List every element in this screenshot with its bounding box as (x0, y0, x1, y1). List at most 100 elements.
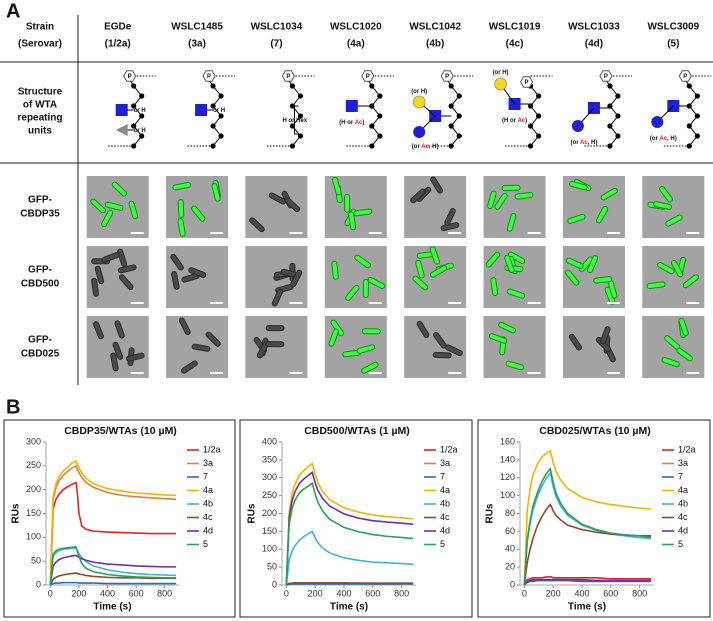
row-label: of WTA (23, 100, 57, 111)
bacterium (249, 217, 265, 233)
bacterium (128, 200, 139, 220)
x-tick-label: 400 (574, 588, 589, 598)
backbone-dot (527, 103, 534, 109)
chart-frame (477, 419, 711, 618)
note-part: Ac (580, 140, 588, 146)
backbone-dot (694, 133, 700, 139)
structure-note: or H (134, 128, 146, 134)
structure-note: (or H) (411, 89, 427, 95)
bacterium (344, 193, 351, 213)
micrograph-field (483, 316, 546, 378)
serovar: (3a) (188, 39, 206, 50)
bacterium (412, 275, 429, 291)
y-tick-label: 300 (262, 472, 277, 482)
strain-name: WSLC1485 (171, 22, 223, 33)
legend-label: 4d (203, 525, 213, 535)
structure-note: or H (213, 108, 225, 114)
bacterium (180, 360, 198, 374)
bacterium (410, 188, 426, 204)
y-tick-label: 250 (262, 490, 277, 500)
note-part: or H (134, 108, 146, 114)
sensorgram-line (285, 530, 414, 586)
note-part: Ac (421, 144, 429, 150)
bacterium (170, 253, 184, 271)
note-part: Ac (355, 120, 363, 126)
strain-name: WSLC1020 (330, 22, 382, 33)
micrograph-field (404, 316, 467, 378)
micrograph (324, 246, 387, 308)
chart: CBDP35/WTAs (10 µM) 0 50 100 150 200 250 300 0 20… (3, 419, 236, 618)
bacterium (494, 192, 508, 210)
sensorgram-line (285, 481, 414, 586)
bacterium (191, 343, 211, 352)
bacterium (485, 251, 501, 268)
bacterium (587, 255, 599, 274)
note-part: , H) (429, 144, 439, 150)
row-label: Structure (18, 87, 63, 98)
sensorgram-line (49, 581, 177, 586)
x-tick-label: 0 (48, 588, 53, 598)
bacterium (653, 201, 672, 210)
serovar: (4c) (506, 39, 524, 50)
note-part: P (604, 74, 608, 80)
strain-name: WSLC1019 (489, 22, 541, 33)
x-axis-label: Time (s) (330, 602, 368, 613)
bracket (293, 105, 299, 135)
bacterium (487, 190, 497, 210)
backbone-dot (377, 133, 383, 139)
bacterium (498, 321, 516, 334)
bacterium (661, 356, 680, 368)
x-tick-label: 800 (632, 588, 647, 598)
gal (412, 95, 426, 109)
sensorgram-line (523, 449, 652, 586)
backbone-dot (607, 103, 613, 109)
backbone-dot (694, 113, 700, 119)
note-part: ) (362, 120, 364, 126)
bacterium (416, 320, 430, 338)
note-part: P (128, 74, 132, 80)
bacterium (94, 265, 105, 285)
bacterium (600, 326, 611, 345)
legend-label: 4a (440, 485, 450, 495)
y-tick-label: 300 (26, 436, 41, 446)
backbone-dot (131, 103, 137, 109)
backbone-dot (210, 123, 216, 129)
backbone-dot (615, 113, 621, 119)
bacterium (348, 211, 357, 231)
bacterium (506, 213, 517, 232)
bacterium (188, 267, 207, 278)
bacterium (177, 199, 185, 219)
bacterium (118, 274, 134, 290)
bacterium (429, 265, 448, 278)
bacterium (361, 361, 379, 374)
bacterium (595, 206, 609, 224)
micrograph (562, 316, 625, 378)
header-label: (Serovar) (18, 39, 62, 50)
y-tick-label: 50 (267, 562, 277, 572)
phosphate (599, 70, 613, 82)
y-tick-label: 150 (26, 508, 41, 518)
bacterium (488, 333, 508, 344)
wta-structure: P (or Ac, H) (650, 70, 712, 149)
bacterium (111, 181, 128, 197)
note-part: ) (525, 118, 527, 124)
bacterium (415, 259, 425, 279)
note-part: , H) (588, 140, 598, 146)
legend-label: 4d (440, 525, 450, 535)
legend-label: 4b (678, 498, 688, 508)
sensorgram-line (49, 545, 177, 586)
y-tick-label: 250 (26, 460, 41, 470)
y-tick-label: 100 (500, 490, 515, 500)
note-part: P (683, 74, 687, 80)
x-tick-label: 200 (71, 588, 86, 598)
y-tick-label: 80 (505, 508, 515, 518)
structure-note: P (286, 74, 290, 80)
sensorgram-line (49, 459, 177, 586)
micrograph (483, 176, 546, 238)
wta-structure: (or H) P (H or Ac) (493, 70, 553, 149)
y-tick-label: 160 (500, 436, 515, 446)
row-label: units (28, 126, 52, 137)
legend-label: 4c (203, 512, 213, 522)
phosphate (519, 76, 534, 88)
